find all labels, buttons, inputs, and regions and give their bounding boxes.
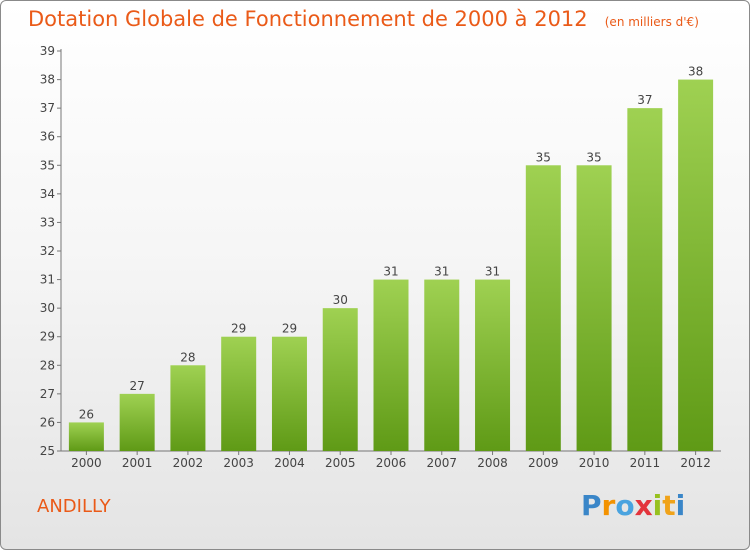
y-tick-label: 28	[40, 358, 55, 372]
data-label: 31	[485, 265, 500, 279]
x-tick-label: 2007	[426, 456, 457, 470]
y-tick-label: 33	[40, 215, 55, 229]
logo-letter: i	[652, 489, 663, 522]
data-label: 30	[333, 293, 348, 307]
x-tick-label: 2005	[325, 456, 356, 470]
x-tick-label: 2004	[274, 456, 305, 470]
bar	[68, 422, 104, 451]
bar	[525, 165, 561, 452]
chart-title: Dotation Globale de Fonctionnement de 20…	[28, 7, 699, 31]
data-label: 31	[434, 265, 449, 279]
y-tick-label: 29	[40, 330, 55, 344]
data-label: 37	[637, 93, 652, 107]
data-label: 35	[536, 150, 551, 164]
y-tick-label: 38	[40, 73, 55, 87]
y-tick-label: 36	[40, 130, 55, 144]
data-label: 29	[282, 322, 297, 336]
x-tick-label: 2012	[680, 456, 711, 470]
logo-letter: i	[675, 489, 686, 522]
logo-letter: x	[634, 489, 653, 522]
bars	[68, 79, 714, 452]
x-tick-label: 2003	[223, 456, 254, 470]
x-tick-label: 2001	[122, 456, 153, 470]
axes: 25 26 27 28 29 30 31 32 33 34 35 36 37 38 39 2000 2001 20…	[40, 44, 721, 470]
x-tick-label: 2010	[579, 456, 610, 470]
logo-letter: P	[581, 489, 602, 522]
x-tick-label: 2002	[173, 456, 204, 470]
logo-letter: t	[662, 489, 676, 522]
data-label: 35	[586, 150, 601, 164]
y-tick-label: 34	[40, 187, 55, 201]
value-labels: 26 27 28 29 29 30 31 31 31 35 35 37 38	[79, 65, 704, 422]
bar	[627, 108, 663, 452]
x-tick-label: 2006	[376, 456, 407, 470]
x-tick-label: 2009	[528, 456, 559, 470]
bar	[170, 365, 206, 451]
x-tick-label: 2000	[71, 456, 102, 470]
bar	[475, 279, 511, 451]
commune-name: ANDILLY	[37, 496, 111, 517]
logo-letter: r	[601, 489, 616, 522]
bar	[678, 79, 714, 452]
y-tick-label: 39	[40, 44, 55, 58]
y-tick-label: 35	[40, 158, 55, 172]
x-tick-label: 2011	[630, 456, 661, 470]
y-tick-label: 30	[40, 301, 55, 315]
y-tick-label: 37	[40, 101, 55, 115]
y-tick-label: 26	[40, 415, 55, 429]
data-label: 38	[688, 65, 703, 79]
bar	[221, 336, 257, 451]
y-tick-label: 32	[40, 244, 55, 258]
chart-unit: (en milliers d'€)	[604, 15, 699, 29]
data-label: 29	[231, 322, 246, 336]
y-tick-label: 31	[40, 273, 55, 287]
bar	[576, 165, 612, 452]
bar	[271, 336, 307, 451]
data-label: 31	[383, 265, 398, 279]
data-label: 28	[180, 350, 195, 364]
bar	[322, 308, 358, 451]
data-label: 26	[79, 407, 94, 421]
y-tick-label: 25	[40, 444, 55, 458]
y-tick-label: 27	[40, 387, 55, 401]
chart-title-text: Dotation Globale de Fonctionnement de 20…	[28, 7, 588, 31]
data-label: 27	[130, 379, 145, 393]
bar	[119, 393, 155, 451]
proxiti-logo: Proxiti	[581, 489, 685, 522]
bar	[373, 279, 409, 451]
bar	[424, 279, 460, 451]
logo-letter: o	[615, 489, 635, 522]
x-tick-label: 2008	[477, 456, 508, 470]
